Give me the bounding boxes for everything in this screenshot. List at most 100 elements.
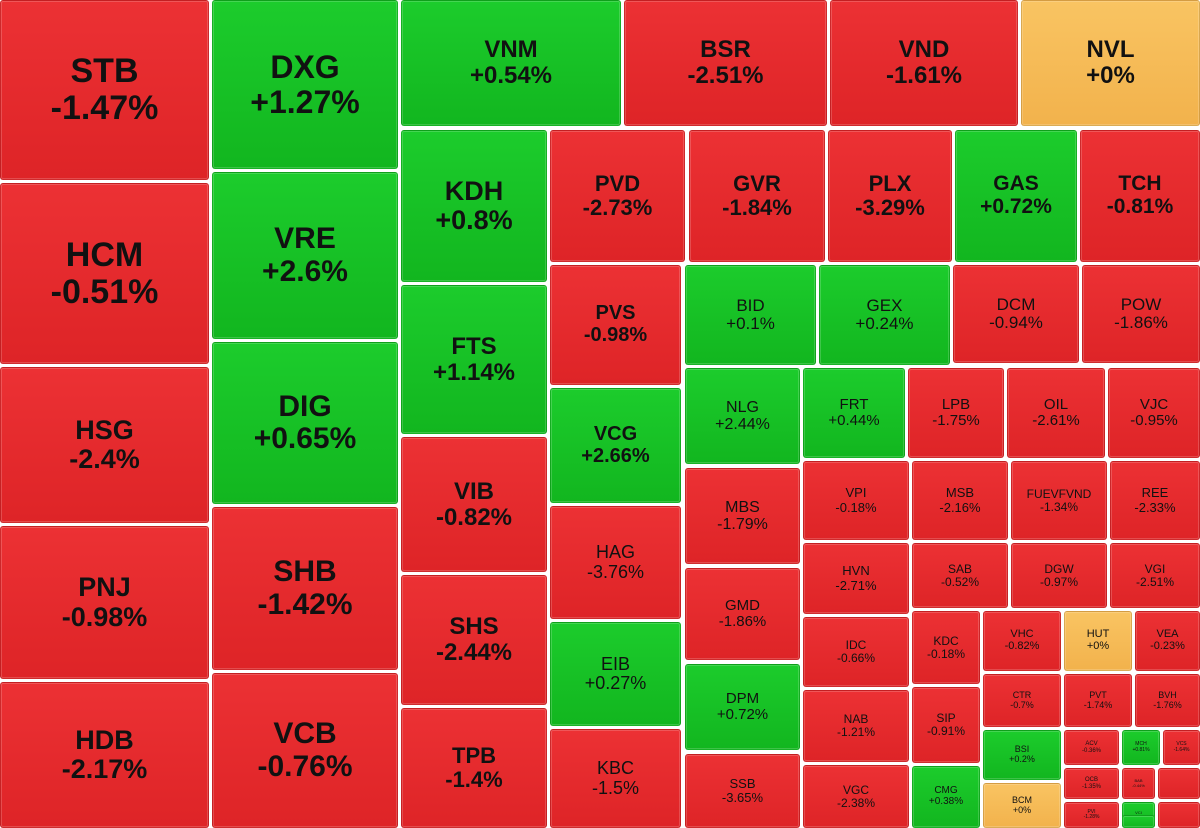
tile-pow[interactable]: POW -1.86% bbox=[1082, 265, 1200, 363]
tile-symbol: STB bbox=[70, 52, 139, 91]
tile-change: -0.36% bbox=[1081, 747, 1101, 754]
tile-minor-3[interactable] bbox=[1122, 815, 1155, 828]
tile-change: -0.52% bbox=[940, 574, 980, 589]
tile-minor-1[interactable] bbox=[1158, 768, 1200, 799]
tile-symbol: KDC bbox=[933, 633, 959, 648]
tile-acv[interactable]: ACV -0.36% bbox=[1064, 730, 1119, 765]
tile-ree[interactable]: REE -2.33% bbox=[1110, 461, 1200, 540]
tile-symbol: BVH bbox=[1158, 689, 1177, 700]
tile-symbol: PNJ bbox=[78, 572, 131, 603]
tile-tch[interactable]: TCH -0.81% bbox=[1080, 130, 1200, 262]
tile-change: -2.73% bbox=[582, 195, 653, 220]
tile-bcm[interactable]: BCM +0% bbox=[983, 783, 1061, 828]
tile-change: -3.29% bbox=[855, 195, 925, 220]
tile-change: +0.72% bbox=[980, 195, 1052, 218]
tile-pvs[interactable]: PVS -0.98% bbox=[550, 265, 681, 385]
tile-kbc[interactable]: KBC -1.5% bbox=[550, 729, 681, 828]
tile-change: -3.65% bbox=[721, 790, 764, 805]
tile-hut[interactable]: HUT +0% bbox=[1064, 611, 1132, 671]
tile-sab[interactable]: SAB -0.52% bbox=[912, 543, 1008, 608]
tile-bab[interactable]: BAB -0.44% bbox=[1122, 768, 1155, 799]
tile-symbol: MBS bbox=[725, 498, 760, 516]
tile-fuevfvnd[interactable]: FUEVFVND -1.34% bbox=[1011, 461, 1107, 540]
tile-dxg[interactable]: DXG +1.27% bbox=[212, 0, 398, 169]
tile-pvd[interactable]: PVD -2.73% bbox=[550, 130, 685, 262]
tile-pvt[interactable]: PVT -1.74% bbox=[1064, 674, 1132, 727]
tile-bvh[interactable]: BVH -1.76% bbox=[1135, 674, 1200, 727]
tile-dgw[interactable]: DGW -0.97% bbox=[1011, 543, 1107, 608]
tile-vpi[interactable]: VPI -0.18% bbox=[803, 461, 909, 540]
tile-plx[interactable]: PLX -3.29% bbox=[828, 130, 952, 262]
tile-ctr[interactable]: CTR -0.7% bbox=[983, 674, 1061, 727]
tile-nlg[interactable]: NLG +2.44% bbox=[685, 368, 800, 464]
tile-change: -0.98% bbox=[583, 324, 648, 346]
tile-hsg[interactable]: HSG -2.4% bbox=[0, 367, 209, 523]
tile-vre[interactable]: VRE +2.6% bbox=[212, 172, 398, 339]
tile-symbol: SHS bbox=[449, 613, 499, 641]
tile-stb[interactable]: STB -1.47% bbox=[0, 0, 209, 180]
tile-change: -0.23% bbox=[1150, 640, 1185, 652]
tile-gas[interactable]: GAS +0.72% bbox=[955, 130, 1077, 262]
tile-idc[interactable]: IDC -0.66% bbox=[803, 617, 909, 687]
tile-shs[interactable]: SHS -2.44% bbox=[401, 575, 547, 705]
tile-change: -1.84% bbox=[722, 195, 792, 220]
tile-kdc[interactable]: KDC -0.18% bbox=[912, 611, 980, 684]
tile-kdh[interactable]: KDH +0.8% bbox=[401, 130, 547, 282]
tile-frt[interactable]: FRT +0.44% bbox=[803, 368, 905, 458]
tile-lpb[interactable]: LPB -1.75% bbox=[908, 368, 1004, 458]
tile-mch[interactable]: MCH +0.81% bbox=[1122, 730, 1160, 765]
tile-vgc[interactable]: VGC -2.38% bbox=[803, 765, 909, 828]
tile-hdb[interactable]: HDB -2.17% bbox=[0, 682, 209, 828]
tile-nvl[interactable]: NVL +0% bbox=[1021, 0, 1200, 126]
tile-tpb[interactable]: TPB -1.4% bbox=[401, 708, 547, 828]
tile-dcm[interactable]: DCM -0.94% bbox=[953, 265, 1079, 363]
tile-shb[interactable]: SHB -1.42% bbox=[212, 507, 398, 670]
tile-change: +0.38% bbox=[928, 796, 964, 807]
tile-vib[interactable]: VIB -0.82% bbox=[401, 437, 547, 572]
tile-mbs[interactable]: MBS -1.79% bbox=[685, 468, 800, 564]
tile-change: -0.95% bbox=[1130, 412, 1178, 429]
tile-vcg[interactable]: VCG +2.66% bbox=[550, 388, 681, 503]
tile-change: -3.76% bbox=[586, 561, 645, 582]
tile-fts[interactable]: FTS +1.14% bbox=[401, 285, 547, 434]
tile-gvr[interactable]: GVR -1.84% bbox=[689, 130, 825, 262]
tile-pnj[interactable]: PNJ -0.98% bbox=[0, 526, 209, 679]
tile-vgi[interactable]: VGI -2.51% bbox=[1110, 543, 1200, 608]
tile-bid[interactable]: BID +0.1% bbox=[685, 265, 816, 365]
tile-bsi[interactable]: BSI +0.2% bbox=[983, 730, 1061, 780]
tile-dpm[interactable]: DPM +0.72% bbox=[685, 664, 800, 750]
tile-vnd[interactable]: VND -1.61% bbox=[830, 0, 1018, 126]
tile-ssb[interactable]: SSB -3.65% bbox=[685, 754, 800, 828]
tile-vnm[interactable]: VNM +0.54% bbox=[401, 0, 621, 126]
tile-hag[interactable]: HAG -3.76% bbox=[550, 506, 681, 619]
tile-change: -1.5% bbox=[591, 777, 640, 798]
tile-oil[interactable]: OIL -2.61% bbox=[1007, 368, 1105, 458]
tile-vcs[interactable]: VCS -1.64% bbox=[1163, 730, 1200, 765]
tile-sip[interactable]: SIP -0.91% bbox=[912, 687, 980, 763]
tile-minor-2[interactable] bbox=[1158, 802, 1200, 828]
tile-gex[interactable]: GEX +0.24% bbox=[819, 265, 950, 365]
tile-symbol: VJC bbox=[1139, 395, 1169, 413]
tile-symbol: VCI bbox=[1135, 809, 1142, 815]
tile-symbol: OCB bbox=[1084, 777, 1098, 784]
tile-gmd[interactable]: GMD -1.86% bbox=[685, 568, 800, 660]
tile-hvn[interactable]: HVN -2.71% bbox=[803, 543, 909, 614]
tile-vhc[interactable]: VHC -0.82% bbox=[983, 611, 1061, 671]
tile-dig[interactable]: DIG +0.65% bbox=[212, 342, 398, 504]
tile-change: -0.18% bbox=[835, 499, 877, 515]
tile-vea[interactable]: VEA -0.23% bbox=[1135, 611, 1200, 671]
tile-pvi[interactable]: PVI -1.28% bbox=[1064, 802, 1119, 828]
tile-eib[interactable]: EIB +0.27% bbox=[550, 622, 681, 726]
tile-hcm[interactable]: HCM -0.51% bbox=[0, 183, 209, 364]
tile-cmg[interactable]: CMG +0.38% bbox=[912, 766, 980, 828]
tile-symbol: VHC bbox=[1010, 628, 1034, 641]
tile-vjc[interactable]: VJC -0.95% bbox=[1108, 368, 1200, 458]
tile-msb[interactable]: MSB -2.16% bbox=[912, 461, 1008, 540]
tile-symbol: SIP bbox=[936, 711, 956, 726]
tile-bsr[interactable]: BSR -2.51% bbox=[624, 0, 827, 126]
tile-nab[interactable]: NAB -1.21% bbox=[803, 690, 909, 762]
tile-ocb[interactable]: OCB -1.35% bbox=[1064, 768, 1119, 799]
tile-symbol: NAB bbox=[843, 712, 869, 727]
tile-vcb[interactable]: VCB -0.76% bbox=[212, 673, 398, 828]
